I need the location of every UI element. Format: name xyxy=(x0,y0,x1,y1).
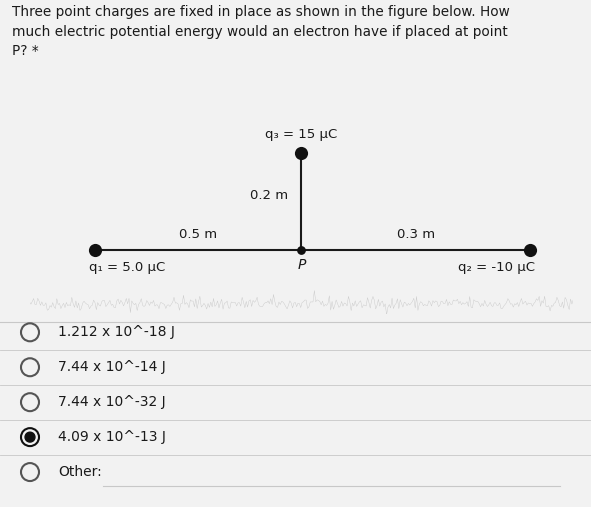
Text: q₁ = 5.0 μC: q₁ = 5.0 μC xyxy=(89,261,165,274)
Point xyxy=(90,246,99,255)
Point xyxy=(525,246,534,255)
Text: 0.5 m: 0.5 m xyxy=(179,228,217,241)
Point xyxy=(297,149,306,157)
Text: 0.2 m: 0.2 m xyxy=(249,189,288,202)
Text: q₂ = -10 μC: q₂ = -10 μC xyxy=(458,261,535,274)
Text: 4.09 x 10^-13 J: 4.09 x 10^-13 J xyxy=(58,430,166,444)
Circle shape xyxy=(25,432,35,442)
Text: Three point charges are fixed in place as shown in the figure below. How
much el: Three point charges are fixed in place a… xyxy=(12,5,509,58)
Text: 7.44 x 10^-32 J: 7.44 x 10^-32 J xyxy=(58,395,165,409)
Text: P: P xyxy=(297,258,306,272)
Text: q₃ = 15 μC: q₃ = 15 μC xyxy=(265,128,337,140)
Text: 0.3 m: 0.3 m xyxy=(397,228,434,241)
Point xyxy=(297,246,306,255)
Text: Other:: Other: xyxy=(58,465,102,479)
Text: 7.44 x 10^-14 J: 7.44 x 10^-14 J xyxy=(58,360,165,374)
Text: 1.212 x 10^-18 J: 1.212 x 10^-18 J xyxy=(58,325,175,339)
